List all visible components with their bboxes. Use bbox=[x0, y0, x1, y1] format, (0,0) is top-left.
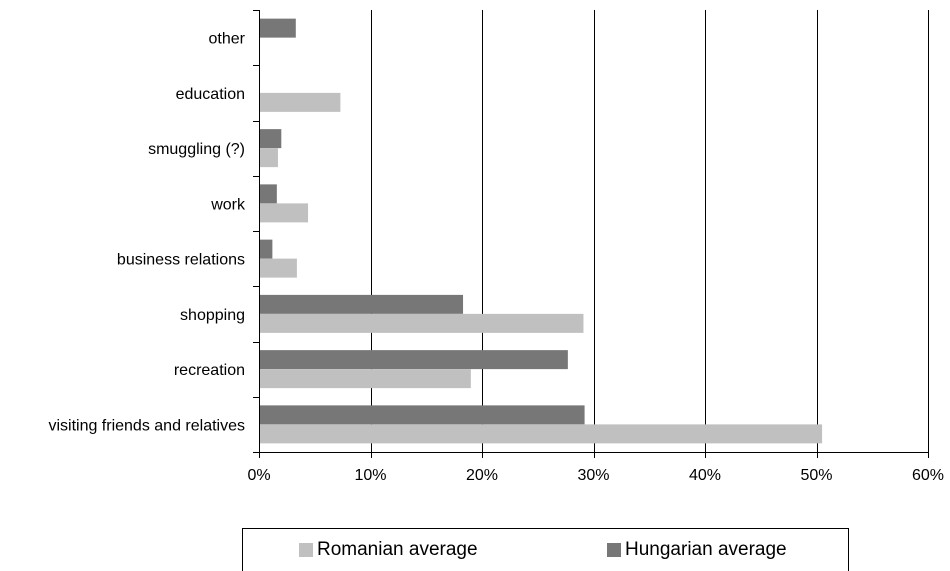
category-label: recreation bbox=[174, 362, 245, 379]
category-label: shopping bbox=[180, 307, 245, 324]
category-label: other bbox=[209, 31, 246, 48]
legend-swatch-hungarian bbox=[607, 543, 621, 557]
category-label: business relations bbox=[117, 252, 245, 269]
bar bbox=[259, 148, 278, 168]
bar-chart: visiting friends and relatives recreation… bbox=[48, 10, 944, 484]
x-tick-label: 50% bbox=[800, 467, 832, 484]
bar bbox=[259, 405, 585, 425]
bar bbox=[259, 239, 273, 259]
bar bbox=[259, 258, 297, 278]
x-tick-label: 30% bbox=[577, 467, 609, 484]
bar bbox=[259, 18, 296, 38]
bar bbox=[259, 92, 341, 112]
category-label: work bbox=[210, 196, 246, 213]
category-label: visiting friends and relatives bbox=[48, 417, 245, 434]
x-tick-label: 40% bbox=[689, 467, 721, 484]
category-labels: visiting friends and relatives recreation… bbox=[48, 31, 246, 435]
x-tick-label: 60% bbox=[912, 467, 944, 484]
bar bbox=[259, 313, 584, 333]
x-tick-label: 10% bbox=[354, 467, 386, 484]
legend-label-hungarian: Hungarian average bbox=[625, 539, 787, 560]
bar bbox=[259, 184, 277, 204]
bar bbox=[259, 424, 823, 444]
legend-swatch-romanian bbox=[299, 543, 313, 557]
x-tick-label: 0% bbox=[247, 467, 270, 484]
category-label: smuggling (?) bbox=[148, 141, 245, 158]
legend: Romanian average Hungarian average bbox=[242, 528, 849, 571]
bar bbox=[259, 350, 568, 370]
x-tick-labels: 0% 10% 20% 30% 40% 50% 60% bbox=[247, 467, 944, 484]
legend-item-romanian: Romanian average bbox=[299, 539, 478, 561]
x-tick-label: 20% bbox=[466, 467, 498, 484]
bar bbox=[259, 369, 471, 389]
legend-label-romanian: Romanian average bbox=[317, 539, 478, 560]
category-label: education bbox=[176, 86, 245, 103]
bar bbox=[259, 294, 464, 314]
axes bbox=[253, 10, 929, 458]
legend-item-hungarian: Hungarian average bbox=[607, 539, 787, 561]
bars bbox=[259, 18, 823, 444]
bar bbox=[259, 203, 309, 223]
bar bbox=[259, 129, 282, 149]
